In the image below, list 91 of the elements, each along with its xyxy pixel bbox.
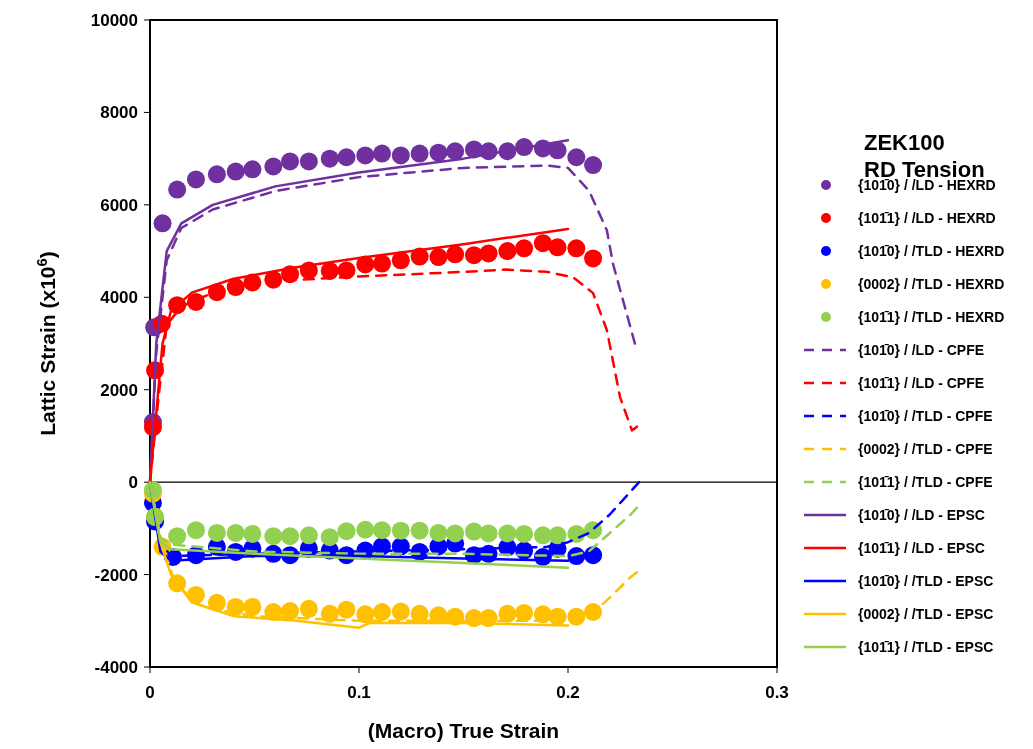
point (548, 526, 567, 545)
x-tick-label: 0.2 (556, 683, 580, 702)
point (299, 526, 318, 545)
legend-label: {101̄1} / /LD - EPSC (858, 539, 985, 556)
point (337, 600, 356, 619)
point (584, 249, 603, 268)
point (186, 170, 205, 189)
x-tick-label: 0.1 (347, 683, 371, 702)
point (207, 165, 226, 184)
point (429, 143, 448, 162)
point (515, 603, 534, 622)
legend-label: {0002} / /TLD - CPFE (858, 440, 993, 457)
legend-label: {101̄1} / /LD - CPFE (858, 374, 985, 391)
point (243, 597, 262, 616)
y-tick-label: 2000 (100, 380, 138, 400)
point (372, 144, 391, 163)
point (264, 527, 283, 546)
x-tick-label: 0.3 (765, 683, 789, 702)
point (515, 524, 534, 543)
point (584, 546, 603, 565)
point (186, 521, 205, 540)
x-tick-label: 0 (145, 683, 155, 702)
point (410, 604, 429, 623)
y-tick-label: 10000 (90, 10, 138, 30)
point (391, 602, 410, 621)
legend-label: {101̄1} / /LD - HEXRD (858, 209, 996, 226)
legend-label: {101̄0} / /LD - CPFE (858, 341, 985, 358)
legend-label: {101̄0} / /LD - EPSC (858, 506, 985, 523)
point (391, 146, 410, 165)
point (446, 524, 465, 543)
point (153, 214, 172, 233)
point (372, 254, 391, 273)
point (567, 148, 586, 167)
y-tick-label: 6000 (100, 195, 138, 215)
point (264, 157, 283, 176)
point (337, 148, 356, 167)
point (281, 527, 300, 546)
point (584, 156, 603, 175)
y-tick-label: -2000 (94, 565, 138, 585)
point (356, 520, 375, 539)
legend-label: {101̄0} / /TLD - HEXRD (858, 242, 1005, 259)
point (243, 160, 262, 179)
point (410, 144, 429, 163)
legend-label: {101̄0} / /TLD - EPSC (858, 572, 994, 589)
point (391, 251, 410, 270)
point (243, 524, 262, 543)
point (320, 528, 339, 547)
x-axis-title: (Macro) True Strain (367, 719, 560, 742)
point (515, 239, 534, 258)
point (168, 180, 187, 199)
point (464, 522, 483, 541)
point (548, 141, 567, 160)
point (429, 248, 448, 267)
legend-label: {101̄0} / /TLD - CPFE (858, 407, 993, 424)
point (446, 245, 465, 264)
point (372, 521, 391, 540)
point (533, 234, 552, 253)
point (479, 524, 498, 543)
point (226, 162, 245, 181)
point (299, 152, 318, 171)
point (498, 604, 517, 623)
point (446, 142, 465, 161)
point (281, 152, 300, 171)
y-tick-label: 8000 (100, 103, 138, 123)
legend-label: {101̄1} / /TLD - EPSC (858, 638, 994, 655)
point (498, 524, 517, 543)
legend-label: {0002} / /TLD - HEXRD (858, 275, 1005, 292)
point (479, 244, 498, 263)
point (207, 523, 226, 542)
point (410, 521, 429, 540)
point (337, 522, 356, 541)
point (548, 238, 567, 257)
legend-label: {101̄1} / /TLD - HEXRD (858, 308, 1005, 325)
point (320, 149, 339, 168)
point (391, 521, 410, 540)
point (464, 246, 483, 265)
legend-label: {0002} / /TLD - EPSC (858, 605, 994, 622)
y-tick-label: 4000 (100, 288, 138, 308)
point (429, 523, 448, 542)
y-tick-label: -4000 (94, 657, 138, 677)
point (356, 146, 375, 165)
point (168, 527, 187, 546)
point (356, 605, 375, 624)
point (372, 603, 391, 622)
legend-label: {101̄1} / /TLD - CPFE (858, 473, 993, 490)
point (498, 242, 517, 261)
point (567, 239, 586, 258)
point (299, 599, 318, 618)
point (533, 526, 552, 545)
point (226, 523, 245, 542)
y-tick-label: 0 (128, 473, 138, 493)
